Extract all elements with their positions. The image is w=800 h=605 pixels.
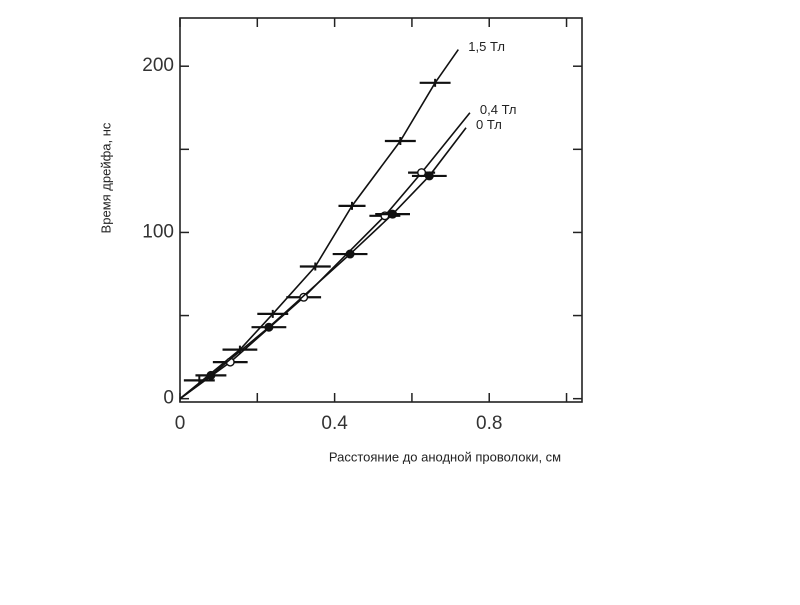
fit-curve — [179, 49, 459, 400]
point — [299, 292, 309, 302]
point — [388, 209, 398, 219]
point — [424, 171, 434, 181]
fit-curve — [179, 127, 467, 400]
series-label: 0 Тл — [476, 117, 502, 132]
fit-curve — [179, 112, 471, 400]
y-tick-label: 0 — [163, 388, 174, 409]
point — [345, 249, 355, 259]
x-tick-label: 0.8 — [476, 413, 502, 434]
y-axis-label: Время дрейфа, нс — [98, 122, 113, 233]
point — [206, 370, 216, 380]
plot-frame — [179, 17, 583, 403]
y-tick-label: 200 — [142, 55, 174, 76]
x-axis-label: Расстояние до анодной проволоки, см — [329, 449, 561, 464]
x-tick-label: 0.4 — [321, 413, 348, 434]
series-label: 1,5 Тл — [468, 39, 505, 54]
y-tick-label: 100 — [142, 221, 174, 242]
x-tick-label: 0 — [175, 413, 186, 434]
series-label: 0,4 Тл — [480, 102, 517, 117]
point — [264, 322, 274, 332]
